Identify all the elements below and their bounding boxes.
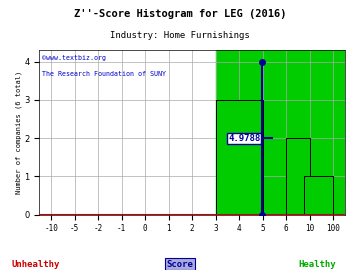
Y-axis label: Number of companies (6 total): Number of companies (6 total) (15, 71, 22, 194)
Text: Z''-Score Histogram for LEG (2016): Z''-Score Histogram for LEG (2016) (74, 9, 286, 19)
Text: Score: Score (167, 260, 193, 269)
Bar (216, 50, 345, 215)
Text: 4.9788: 4.9788 (228, 134, 260, 143)
Text: Industry: Home Furnishings: Industry: Home Furnishings (110, 31, 250, 40)
Text: Unhealthy: Unhealthy (12, 260, 60, 269)
Text: ©www.textbiz.org: ©www.textbiz.org (42, 55, 107, 61)
Text: Healthy: Healthy (298, 260, 336, 269)
Text: The Research Foundation of SUNY: The Research Foundation of SUNY (42, 72, 166, 77)
Bar (304, 176, 333, 215)
Bar (286, 138, 310, 215)
Bar (216, 100, 263, 215)
